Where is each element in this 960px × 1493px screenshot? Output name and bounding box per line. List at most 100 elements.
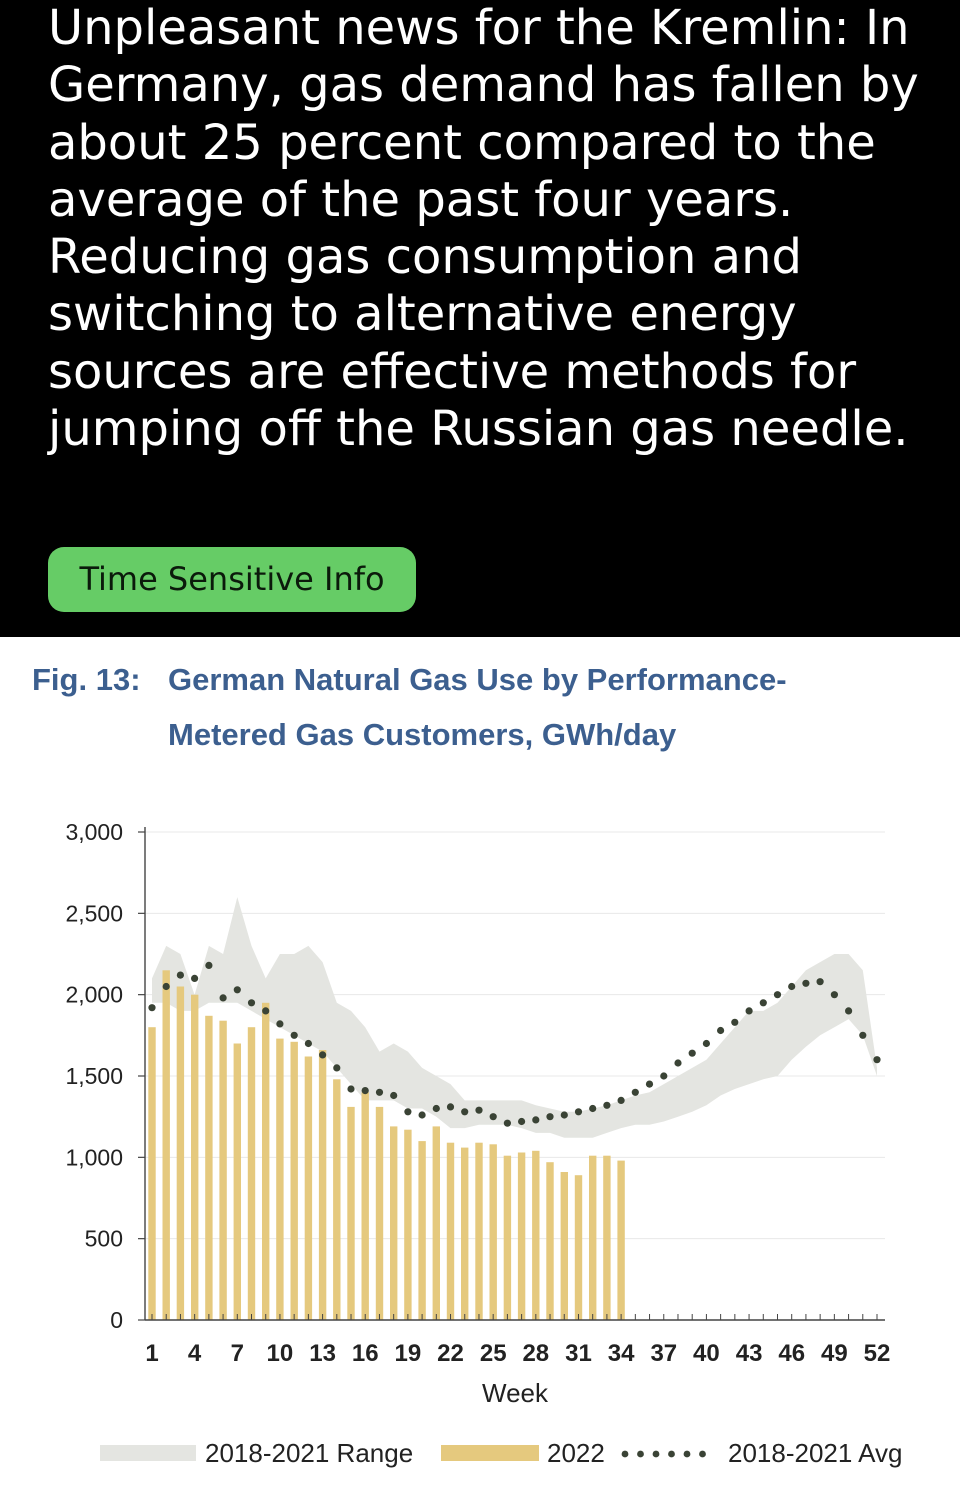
- avg-dot: [603, 1101, 611, 1109]
- tick-labels: 0 500 1,000 1,500 2,000 2,500 3,000 1 4 7 10 13 16 19…: [65, 819, 890, 1367]
- legend: 2018-2021 Range 2022 2018-2021 Avg: [100, 1438, 902, 1468]
- avg-dot: [347, 1085, 355, 1093]
- avg-dot: [205, 961, 213, 969]
- avg-dot: [390, 1091, 398, 1100]
- bar-2022: [290, 1041, 298, 1320]
- avg-dot: [247, 999, 256, 1007]
- avg-dot: [532, 1116, 540, 1124]
- bar-2022: [546, 1162, 554, 1320]
- x-tick-label: 34: [608, 1340, 635, 1367]
- avg-dot: [404, 1108, 412, 1116]
- avg-dot: [304, 1039, 312, 1048]
- avg-dot: [859, 1031, 867, 1039]
- bar-2022: [475, 1142, 483, 1320]
- bar-2022: [589, 1155, 597, 1320]
- legend-avg-dot: [668, 1450, 675, 1458]
- bar-2022: [304, 1056, 313, 1320]
- avg-dot: [262, 1007, 270, 1015]
- legend-swatch-range: [100, 1445, 196, 1461]
- bar-2022: [361, 1092, 369, 1320]
- post-panel: Unpleasant news for the Kremlin: In Germ…: [0, 0, 960, 637]
- bar-2022: [162, 970, 170, 1320]
- avg-dot: [845, 1007, 853, 1015]
- avg-dot: [788, 982, 796, 991]
- avg-dot: [432, 1104, 440, 1113]
- x-tick-label: 52: [864, 1340, 891, 1367]
- bar-2022: [574, 1175, 583, 1320]
- x-axis-label: Week: [482, 1378, 549, 1408]
- figure-label: Fig. 13:: [32, 662, 141, 697]
- bar-2022: [176, 986, 185, 1320]
- avg-dot: [503, 1119, 511, 1127]
- y-tick-label: 0: [110, 1307, 123, 1333]
- bar-2022: [333, 1079, 341, 1320]
- avg-dot: [361, 1087, 369, 1095]
- bar-2022: [617, 1160, 625, 1320]
- legend-swatch-2022: [441, 1445, 539, 1461]
- bar-2022: [205, 1015, 213, 1320]
- x-tick-label: 25: [480, 1340, 507, 1367]
- avg-dot: [333, 1064, 341, 1072]
- avg-dot: [574, 1108, 583, 1116]
- y-tick-label: 2,500: [65, 900, 123, 926]
- chart-title-line-2: Metered Gas Customers, GWh/day: [168, 717, 677, 752]
- bar-2022: [375, 1106, 384, 1320]
- bar-2022: [461, 1147, 469, 1320]
- avg-dot: [759, 999, 767, 1007]
- bar-2022: [404, 1129, 412, 1320]
- avg-dot: [731, 1018, 739, 1026]
- avg-dot: [219, 994, 227, 1002]
- bar-2022: [262, 1002, 270, 1320]
- avg-dot: [489, 1113, 497, 1121]
- x-tick-label: 10: [267, 1340, 294, 1367]
- legend-avg-dot: [699, 1450, 706, 1458]
- y-tick-label: 500: [85, 1226, 123, 1252]
- avg-dot: [148, 1004, 156, 1012]
- x-tick-label: 49: [821, 1340, 848, 1367]
- legend-label-avg: 2018-2021 Avg: [728, 1438, 902, 1468]
- y-tick-label: 1,500: [65, 1063, 123, 1089]
- x-tick-label: 28: [522, 1340, 549, 1367]
- time-sensitive-info-badge[interactable]: Time Sensitive Info: [48, 547, 416, 612]
- avg-dot: [674, 1059, 682, 1067]
- avg-dot: [518, 1117, 526, 1126]
- avg-dot: [688, 1049, 696, 1057]
- bar-2022: [233, 1043, 241, 1320]
- avg-dot: [873, 1056, 881, 1064]
- bar-2022: [503, 1155, 512, 1320]
- legend-avg-dot: [621, 1450, 629, 1458]
- legend-avg-dot: [637, 1450, 644, 1458]
- x-tick-label: 40: [693, 1340, 720, 1367]
- bar-2022: [148, 1027, 156, 1320]
- legend-label-2022: 2022: [547, 1438, 605, 1468]
- bar-2022: [390, 1126, 398, 1320]
- x-tick-label: 43: [736, 1340, 763, 1367]
- x-tick-label: 46: [778, 1340, 805, 1367]
- avg-dot: [745, 1007, 753, 1015]
- chart-title-group: Fig. 13: German Natural Gas Use by Perfo…: [32, 662, 787, 752]
- avg-dot: [319, 1051, 327, 1059]
- x-tick-label: 19: [395, 1340, 422, 1367]
- avg-dot: [717, 1026, 725, 1035]
- avg-dot: [162, 982, 170, 991]
- x-tick-label: 37: [650, 1340, 677, 1367]
- y-tick-label: 2,000: [65, 982, 123, 1008]
- chart-title-line-1: German Natural Gas Use by Performance-: [168, 662, 787, 697]
- bar-2022: [532, 1150, 540, 1320]
- avg-dot: [816, 978, 824, 986]
- bar-2022: [446, 1142, 455, 1320]
- bar-2022: [418, 1141, 426, 1320]
- avg-dot: [176, 971, 184, 979]
- bar-2022: [517, 1152, 526, 1320]
- x-tick-label: 13: [309, 1340, 336, 1367]
- avg-dot: [560, 1111, 568, 1119]
- avg-dot: [418, 1111, 426, 1119]
- bar-2022: [347, 1106, 355, 1320]
- avg-dot: [276, 1020, 284, 1028]
- x-tick-label: 16: [352, 1340, 379, 1367]
- avg-dot: [830, 991, 839, 999]
- bar-2022: [191, 994, 199, 1320]
- avg-dot: [375, 1088, 384, 1096]
- x-tick-label: 22: [437, 1340, 464, 1367]
- avg-dot: [290, 1031, 298, 1039]
